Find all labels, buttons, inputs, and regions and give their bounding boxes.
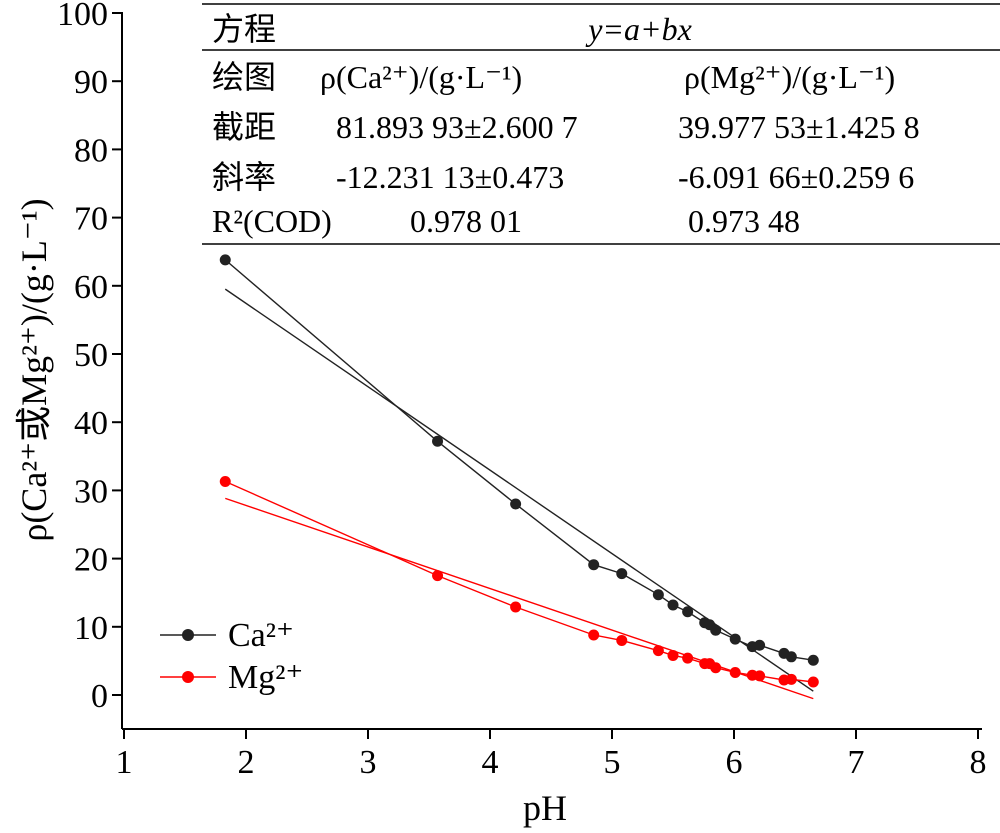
table-plot-label: 绘图 <box>212 59 276 95</box>
table-equation: y=a+bx <box>585 11 692 47</box>
ca-data-point <box>682 606 694 618</box>
table-row-slope-mg: -6.091 66±0.259 6 <box>678 159 914 195</box>
mg-data-point <box>710 662 722 674</box>
x-tick-label: 6 <box>726 744 743 781</box>
y-axis-title: ρ(Ca²⁺或Mg²⁺)/(g·L⁻¹) <box>14 198 54 541</box>
y-tick-label: 20 <box>74 542 108 579</box>
mg-fit-line <box>225 497 814 700</box>
x-tick-label: 7 <box>848 744 865 781</box>
mg-data-line <box>225 480 814 683</box>
x-axis-title: pH <box>523 788 567 828</box>
mg-data-point <box>682 652 694 664</box>
legend-mg-marker <box>182 671 194 683</box>
legend-ca-label: Ca²⁺ <box>228 617 294 654</box>
mg-data-point <box>432 570 444 582</box>
parameter-table: 方程 y=a+bx 绘图 ρ(Ca²⁺)/(g·L⁻¹) ρ(Mg²⁺)/(g·… <box>202 3 1000 245</box>
ca-data-point <box>729 633 741 645</box>
mg-data-point <box>667 649 679 661</box>
mg-data-point <box>616 634 628 646</box>
table-row-r2-mg: 0.973 48 <box>688 203 800 239</box>
table-row-r2-label: R²(COD) <box>212 203 332 239</box>
y-tick-label: 0 <box>91 678 108 715</box>
x-tick-label: 4 <box>482 744 499 781</box>
ca-data-point <box>219 254 231 266</box>
mg-data-point <box>510 601 522 613</box>
mg-data-point <box>807 676 819 688</box>
table-row-intercept-ca: 81.893 93±2.600 7 <box>336 109 578 145</box>
series-layer <box>219 254 819 700</box>
y-tick-label: 60 <box>74 269 108 306</box>
table-row-intercept-mg: 39.977 53±1.425 8 <box>678 109 920 145</box>
ca-data-point <box>588 559 600 571</box>
mg-data-point <box>785 673 797 685</box>
ca-data-point <box>432 435 444 447</box>
y-tick-label: 40 <box>74 405 108 442</box>
ca-data-point <box>710 624 722 636</box>
mg-data-point <box>588 629 600 641</box>
ca-data-point <box>807 654 819 666</box>
y-tick-label: 30 <box>74 473 108 510</box>
ca-data-point <box>510 498 522 510</box>
y-ticks: 0 10 20 30 40 50 60 70 80 90 100 <box>57 0 122 715</box>
table-col-mg: ρ(Mg²⁺)/(g·L⁻¹) <box>684 59 895 95</box>
ca-data-point <box>652 589 664 601</box>
axes <box>121 12 982 730</box>
x-tick-label: 8 <box>970 744 987 781</box>
y-tick-label: 80 <box>74 132 108 169</box>
ca-data-point <box>785 651 797 663</box>
legend-ca-marker <box>182 629 194 641</box>
x-tick-label: 2 <box>238 744 255 781</box>
x-ticks: 1 2 3 4 5 6 7 8 <box>116 729 987 781</box>
table-row-intercept-label: 截距 <box>212 109 276 145</box>
y-tick-label: 100 <box>57 0 108 33</box>
x-tick-label: 1 <box>116 744 133 781</box>
table-row-r2-ca: 0.978 01 <box>410 203 522 239</box>
y-tick-label: 50 <box>74 337 108 374</box>
x-tick-label: 5 <box>604 744 621 781</box>
table-col-ca: ρ(Ca²⁺)/(g·L⁻¹) <box>320 59 522 95</box>
ca-data-point <box>616 568 628 580</box>
legend: Ca²⁺ Mg²⁺ <box>160 617 303 696</box>
table-row-slope-label: 斜率 <box>212 159 276 195</box>
mg-data-point <box>729 666 741 678</box>
ca-fit-line <box>224 288 814 692</box>
y-tick-label: 90 <box>74 64 108 101</box>
x-tick-label: 3 <box>360 744 377 781</box>
table-header-label: 方程 <box>212 11 276 47</box>
ca-data-point <box>667 599 679 611</box>
ca-data-line <box>224 259 814 661</box>
ca-data-point <box>754 639 766 651</box>
table-row-slope-ca: -12.231 13±0.473 <box>336 159 564 195</box>
y-tick-label: 70 <box>74 201 108 238</box>
mg-data-point <box>652 645 664 657</box>
mg-data-point <box>754 670 766 682</box>
y-tick-label: 10 <box>74 610 108 647</box>
mg-data-point <box>219 476 231 488</box>
legend-mg-label: Mg²⁺ <box>228 659 303 696</box>
